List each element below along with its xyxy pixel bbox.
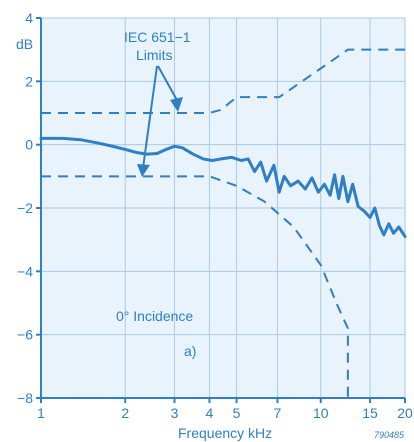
x-tick-label-0: 1	[37, 405, 45, 421]
response-curve-group	[39, 136, 407, 238]
x-tick-label-6: 10	[313, 405, 329, 421]
x-tick-label-7: 15	[362, 405, 378, 421]
limit-arrow-lower-head	[137, 164, 150, 177]
limit-arrow-lower	[142, 65, 158, 169]
x-tick-label-8: 20	[397, 405, 413, 421]
y-tick-label-0: 4	[25, 10, 33, 26]
x-tick-label-4: 5	[233, 405, 241, 421]
y-tick-label-6: −8	[17, 390, 33, 406]
limit-curves	[41, 48, 405, 398]
x-tick-label-3: 4	[206, 405, 214, 421]
incidence-label: 0° Incidence	[116, 308, 193, 324]
catalog-number: 790485	[374, 430, 405, 440]
y-tick-label-1: 2	[25, 73, 33, 89]
panel-label: a)	[184, 343, 196, 359]
lower-limit-curve	[41, 175, 349, 398]
limits-label-line2: Limits	[136, 47, 173, 63]
limit-arrow-upper	[157, 65, 179, 103]
upper-limit-curve	[41, 48, 405, 114]
x-tick-label-5: 7	[274, 405, 282, 421]
y-tick-label-5: −6	[17, 327, 33, 343]
limit-arrow-upper-head	[170, 97, 183, 112]
axes	[36, 17, 406, 403]
x-axis-label: Frequency kHz	[178, 425, 272, 441]
x-tick-label-2: 3	[171, 405, 179, 421]
y-tick-label-2: 0	[25, 137, 33, 153]
limits-label-line1: IEC 651−1	[124, 29, 191, 45]
response-curve	[39, 136, 407, 238]
y-axis-label: dB	[16, 36, 33, 52]
y-tick-label-3: −2	[17, 200, 33, 216]
x-tick-label-1: 2	[121, 405, 129, 421]
y-tick-label-4: −4	[17, 263, 33, 279]
grid	[40, 17, 406, 399]
